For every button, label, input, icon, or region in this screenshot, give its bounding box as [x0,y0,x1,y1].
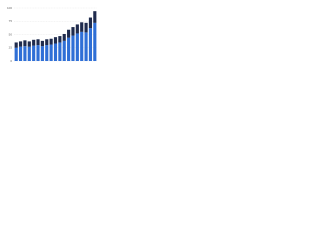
bar-segment [71,35,75,61]
bar-segment [67,29,71,38]
bar-segment [40,40,44,47]
y-tick-label: 75 [9,19,13,23]
bar-segment [36,45,40,61]
bar-segment [93,11,97,23]
bar-segment [80,31,84,61]
bar-segment [45,39,49,46]
bar-segment [71,27,75,36]
bar-segment [23,46,27,61]
y-tick-label: 50 [9,32,13,36]
y-tick-label: 0 [10,59,12,63]
bar-segment [40,46,44,61]
bar-segment [62,40,66,61]
bar-segment [84,22,88,33]
bar-segment [58,36,62,43]
bar-segment [80,22,84,32]
bar-segment [49,38,53,45]
y-tick-label: 25 [9,46,13,50]
bar-segment [18,46,23,61]
y-tick-label: 100 [7,6,12,10]
bar-segment [93,22,97,61]
bar-segment [75,24,79,34]
bar-segment [49,44,53,61]
bar-segment [62,33,66,41]
bar-segment [88,17,93,29]
bar-segment [53,43,58,61]
bar-segment [84,32,88,61]
bar-segment [32,45,36,61]
bar-segment [14,47,18,61]
bar-segment [27,41,31,47]
bar-segment [67,37,71,61]
bar-segment [36,39,40,46]
bar-segment [45,45,49,61]
bar-segment [18,41,23,47]
chart: 0 25 50 75 100 [7,6,97,63]
bar-segment [27,46,31,61]
bar-segment [58,42,62,61]
bar-segment [88,28,93,61]
bar-segment [23,40,27,47]
bar-segment [75,33,79,61]
bar-segment [53,37,58,44]
bar-segment [14,42,18,48]
bar-segment [32,39,36,46]
